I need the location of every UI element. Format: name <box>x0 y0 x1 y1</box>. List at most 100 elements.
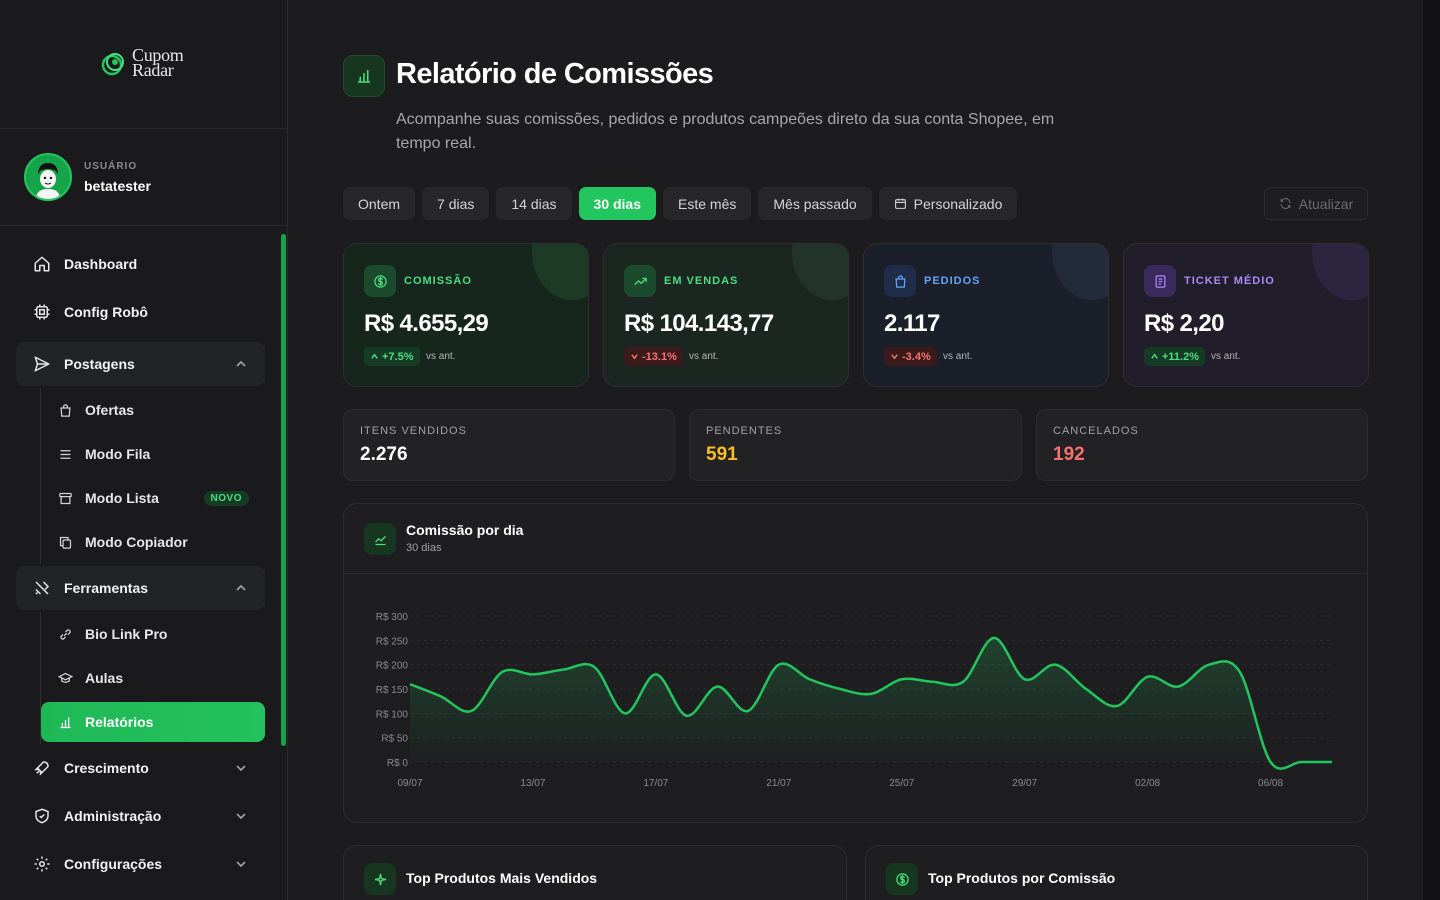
cpu-icon <box>32 302 52 322</box>
page-scroll-rail[interactable] <box>1423 0 1440 900</box>
chart-title: Comissão por dia <box>406 522 524 538</box>
brand-line1: Cupom <box>132 45 184 65</box>
novo-badge: NOVO <box>203 491 249 506</box>
sparkle-icon <box>364 863 396 895</box>
kpi-delta: +7.5% <box>364 347 420 366</box>
avatar <box>24 153 72 201</box>
kpi-value: R$ 4.655,29 <box>364 310 489 337</box>
card-decoration <box>532 244 588 300</box>
y-tick-label: R$ 150 <box>376 685 409 696</box>
kpi-value: R$ 2,20 <box>1144 310 1224 337</box>
kpi-card: TICKET MÉDIO R$ 2,20 +11.2% vs ant. <box>1123 243 1369 387</box>
filter-label: 30 dias <box>593 195 642 212</box>
user-name: betatester <box>84 177 151 194</box>
chevron-down-icon[interactable] <box>233 760 249 776</box>
sidebar-item-label: Relatórios <box>85 714 154 730</box>
kpi-label: TICKET MÉDIO <box>1184 275 1275 287</box>
kpi-delta-value: +11.2% <box>1162 350 1200 363</box>
y-tick-label: R$ 200 <box>376 661 409 672</box>
sidebar-item-configuracoes[interactable]: Configurações <box>16 842 265 886</box>
sidebar-item-aulas[interactable]: Aulas <box>41 658 265 698</box>
copy-icon <box>57 534 73 550</box>
kpi-delta: -13.1% <box>624 347 683 366</box>
refresh-button[interactable]: Atualizar <box>1264 187 1368 220</box>
top-sold-title: Top Produtos Mais Vendidos <box>406 870 598 886</box>
filter-label: 14 dias <box>511 195 557 212</box>
kpi-delta: +11.2% <box>1144 347 1206 366</box>
sidebar: Cupom Radar USUÁRIO betatester <box>0 0 288 900</box>
top-commission-title: Top Produtos por Comissão <box>928 870 1116 886</box>
archive-icon <box>57 490 73 506</box>
y-tick-label: R$ 0 <box>387 758 409 769</box>
divider <box>0 225 287 226</box>
logo-mark-icon <box>101 53 124 76</box>
sidebar-item-label: Ofertas <box>85 402 135 418</box>
sidebar-item-label: Modo Copiador <box>85 534 188 550</box>
submenu-line <box>40 388 41 564</box>
brand-line2: Radar <box>132 60 174 80</box>
mini-stat-card: ITENS VENDIDOS 2.276 <box>343 409 675 481</box>
sidebar-item-label: Modo Fila <box>85 446 151 462</box>
top-sold-card: Top Produtos Mais Vendidos <box>343 845 847 900</box>
sidebar-item-bio-link-pro[interactable]: Bio Link Pro <box>41 614 265 654</box>
sidebar-item-dashboard[interactable]: Dashboard <box>16 242 265 286</box>
list-icon <box>57 446 73 462</box>
kpi-label: EM VENDAS <box>664 275 739 287</box>
filter-button[interactable]: Mês passado <box>758 187 872 220</box>
sidebar-item-ofertas[interactable]: Ofertas <box>41 390 265 430</box>
calendar-icon <box>894 198 906 209</box>
dollar-icon <box>886 863 918 895</box>
kpi-value: 2.117 <box>884 310 940 337</box>
link-icon <box>57 626 73 642</box>
filter-button[interactable]: 14 dias <box>496 187 572 220</box>
mini-stat-value: 2.276 <box>360 444 408 465</box>
divider <box>0 128 287 129</box>
sidebar-scrollbar[interactable] <box>281 234 286 746</box>
sidebar-item-config-robo[interactable]: Config Robô <box>16 290 265 334</box>
chevron-up-icon[interactable] <box>233 580 249 596</box>
sidebar-item-modo-fila[interactable]: Modo Fila <box>41 434 265 474</box>
sidebar-item-modo-lista[interactable]: Modo Lista NOVO <box>41 478 265 518</box>
sidebar-item-administracao[interactable]: Administração <box>16 794 265 838</box>
sidebar-item-ferramentas[interactable]: Ferramentas <box>16 566 265 610</box>
page-subtitle: Acompanhe suas comissões, pedidos e prod… <box>396 111 1055 152</box>
receipt-icon <box>1144 265 1176 297</box>
filter-button[interactable]: Personalizado <box>878 187 1018 220</box>
filter-label: Mês passado <box>773 195 857 212</box>
refresh-label: Atualizar <box>1298 195 1354 212</box>
y-tick-label: R$ 100 <box>376 709 409 720</box>
y-tick-label: R$ 300 <box>376 612 409 623</box>
kpi-label: COMISSÃO <box>404 275 472 287</box>
x-tick-label: 13/07 <box>520 778 545 789</box>
kpi-compare-label: vs ant. <box>1211 351 1241 362</box>
y-tick-label: R$ 250 <box>376 636 409 647</box>
avatar-face-icon <box>26 155 70 199</box>
kpi-delta: -3.4% <box>884 347 937 366</box>
chevron-down-icon[interactable] <box>233 808 249 824</box>
trending-up-icon <box>624 265 656 297</box>
dollar-icon <box>364 265 396 297</box>
kpi-delta-value: -3.4% <box>902 350 931 363</box>
sidebar-item-crescimento[interactable]: Crescimento <box>16 746 265 790</box>
logo[interactable]: Cupom Radar <box>100 45 184 80</box>
sidebar-item-postagens[interactable]: Postagens <box>16 342 265 386</box>
filter-button[interactable]: 7 dias <box>422 187 490 220</box>
x-tick-label: 09/07 <box>397 778 422 789</box>
sidebar-item-modo-copiador[interactable]: Modo Copiador <box>41 522 265 562</box>
filter-button[interactable]: Este mês <box>663 187 752 220</box>
sidebar-item-relatorios[interactable]: Relatórios <box>41 702 265 742</box>
filter-button[interactable]: 30 dias <box>578 187 657 220</box>
kpi-card: EM VENDAS R$ 104.143,77 -13.1% vs ant. <box>603 243 849 387</box>
chevron-up-icon[interactable] <box>233 356 249 372</box>
chevron-down-icon[interactable] <box>233 856 249 872</box>
rocket-icon <box>32 758 52 778</box>
chevron-down-icon <box>631 354 638 360</box>
series-line <box>409 636 1332 770</box>
sidebar-item-label: Postagens <box>64 356 135 372</box>
graduation-cap-icon <box>57 670 73 686</box>
filter-button[interactable]: Ontem <box>343 187 416 220</box>
user-profile[interactable]: USUÁRIO betatester <box>24 153 151 201</box>
bag-icon <box>884 265 916 297</box>
user-caption: USUÁRIO <box>84 160 138 172</box>
sidebar-item-label: Ferramentas <box>64 580 149 596</box>
